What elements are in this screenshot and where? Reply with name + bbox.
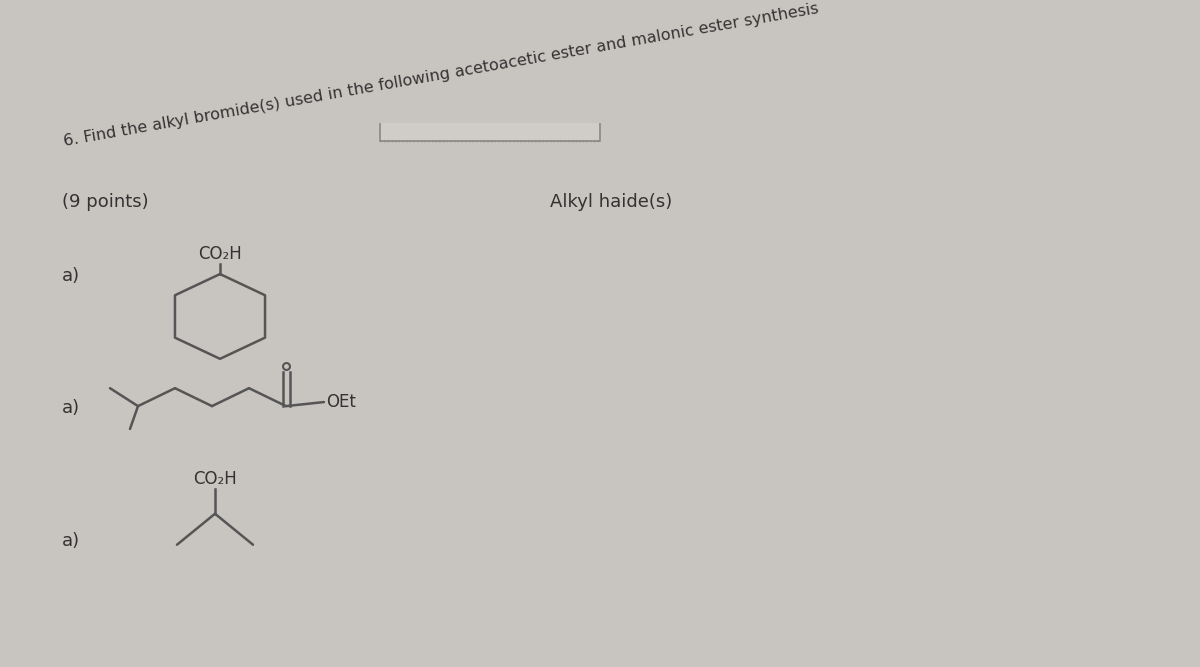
- Text: CO₂H: CO₂H: [193, 470, 236, 488]
- Text: CO₂H: CO₂H: [198, 245, 242, 263]
- Text: a): a): [62, 532, 80, 550]
- Text: a): a): [62, 267, 80, 285]
- Text: OEt: OEt: [326, 393, 356, 411]
- FancyBboxPatch shape: [380, 117, 600, 141]
- Text: Alkyl haide(s): Alkyl haide(s): [550, 193, 672, 211]
- Text: a): a): [62, 399, 80, 417]
- Text: (9 points): (9 points): [62, 193, 149, 211]
- Text: 6. Find the alkyl bromide(s) used in the following acetoacetic ester and malonic: 6. Find the alkyl bromide(s) used in the…: [62, 1, 820, 149]
